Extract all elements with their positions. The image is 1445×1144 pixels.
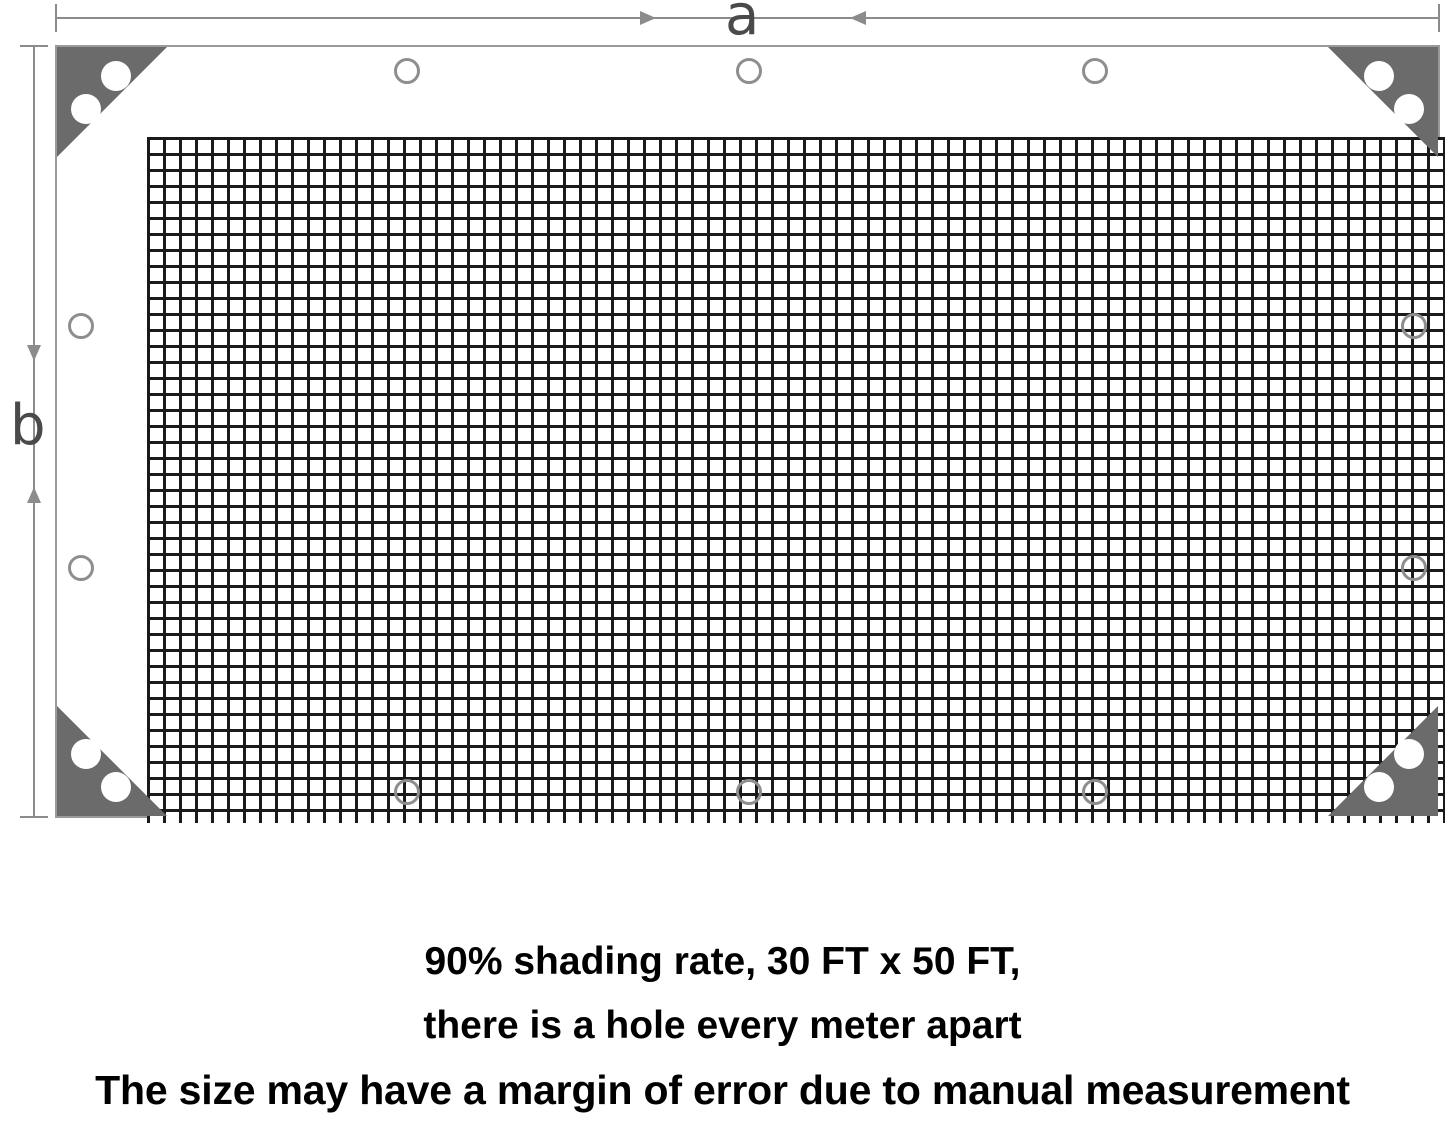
corner-hole-bl-2: [101, 772, 131, 802]
shade-net-panel: [55, 45, 1445, 823]
corner-hole-bl-1: [71, 739, 101, 769]
dimension-label-width: a: [725, 0, 760, 48]
caption-block: 90% shading rate, 30 FT x 50 FT, there i…: [0, 930, 1445, 1122]
extension-tick-top-left: [55, 4, 57, 32]
grommet-top-1: [394, 58, 420, 84]
grommet-bottom-1: [394, 779, 420, 805]
extension-tick-left-bottom: [20, 816, 48, 818]
grommet-left-2: [68, 555, 94, 581]
grommet-bottom-3: [1082, 779, 1108, 805]
corner-hole-tl-1: [101, 61, 131, 91]
grommet-right-1: [1401, 313, 1427, 339]
grommet-left-1: [68, 313, 94, 339]
dimension-label-height: b: [10, 393, 46, 458]
grommet-bottom-2: [736, 779, 762, 805]
extension-tick-left-top: [20, 45, 48, 47]
extension-tick-top-right: [1438, 4, 1440, 32]
corner-hole-tr-2: [1394, 94, 1424, 124]
corner-hole-tl-2: [71, 94, 101, 124]
mesh-fabric: [147, 137, 1445, 823]
grommet-top-3: [1082, 58, 1108, 84]
corner-hole-tr-1: [1364, 61, 1394, 91]
grommet-top-2: [736, 58, 762, 84]
arrowhead-up-icon: [27, 487, 41, 503]
arrowhead-right-icon: [640, 11, 656, 25]
corner-hole-br-1: [1394, 739, 1424, 769]
caption-line-3: The size may have a margin of error due …: [95, 1067, 1350, 1113]
dimension-line-horizontal: [55, 17, 1440, 19]
dimension-line-vertical: [33, 45, 35, 818]
corner-hole-br-2: [1364, 772, 1394, 802]
grommet-right-2: [1401, 555, 1427, 581]
caption-line-2: there is a hole every meter apart: [423, 1004, 1022, 1047]
arrowhead-down-icon: [27, 345, 41, 361]
arrowhead-left-icon: [850, 11, 866, 25]
caption-line-1: 90% shading rate, 30 FT x 50 FT,: [424, 940, 1021, 983]
